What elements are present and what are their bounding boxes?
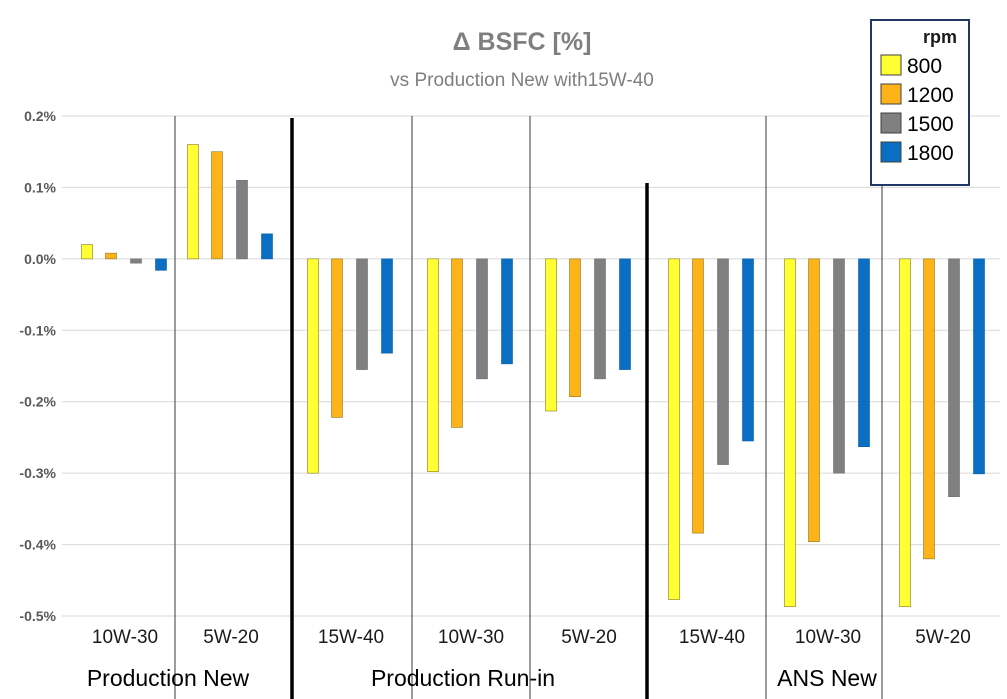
legend-swatch-800 xyxy=(880,54,902,76)
bar-1200-1 xyxy=(211,151,223,260)
legend-swatch-1800 xyxy=(880,141,902,163)
group-label: ANS New xyxy=(777,665,877,691)
bar-1500-4 xyxy=(594,258,606,380)
legend-label-1200: 1200 xyxy=(907,84,954,107)
bar-1800-3 xyxy=(501,258,513,365)
legend-label-1500: 1500 xyxy=(907,113,954,136)
category-label: 10W-30 xyxy=(92,627,158,648)
legend-swatch-1500 xyxy=(880,112,902,134)
bar-1800-6 xyxy=(858,258,870,448)
y-axis-ticks: 0.2% 0.1% 0.0% -0.1% -0.2% -0.3% -0.4% -0.5% xyxy=(19,108,56,624)
legend-label-1800: 1800 xyxy=(907,142,954,165)
bar-800-6 xyxy=(784,258,796,608)
category-label: 5W-20 xyxy=(915,627,971,648)
bar-1500-1 xyxy=(236,179,248,260)
bar-1800-1 xyxy=(261,233,273,260)
bar-1200-2 xyxy=(331,258,343,418)
category-label: 10W-30 xyxy=(438,627,504,648)
category-label: 15W-40 xyxy=(318,627,384,648)
bars xyxy=(81,144,985,608)
bar-800-0 xyxy=(81,244,93,260)
category-label: 5W-20 xyxy=(203,627,259,648)
bar-1800-2 xyxy=(381,258,393,354)
y-tick-label: -0.3% xyxy=(19,465,56,481)
bar-1200-3 xyxy=(451,258,463,428)
y-tick-label: 0.1% xyxy=(24,179,56,195)
category-label: 15W-40 xyxy=(679,627,745,648)
chart-title: Δ BSFC [%] xyxy=(453,28,592,56)
bar-1500-7 xyxy=(948,258,960,498)
category-labels: 10W-30 5W-20 15W-40 10W-30 5W-20 15W-40 10W-30… xyxy=(92,627,971,648)
bar-1500-5 xyxy=(717,258,729,465)
bar-1200-6 xyxy=(808,258,820,543)
group-labels: Production New Production Run-in ANS New xyxy=(87,665,877,691)
y-tick-label: -0.5% xyxy=(19,608,56,624)
bar-1800-5 xyxy=(742,258,754,442)
legend-label-800: 800 xyxy=(907,55,942,78)
bar-1200-0 xyxy=(105,252,117,260)
y-tick-label: -0.1% xyxy=(19,322,56,338)
group-label: Production Run-in xyxy=(371,665,555,691)
bar-1800-0 xyxy=(155,258,167,271)
bar-1500-6 xyxy=(833,258,845,474)
bar-1800-4 xyxy=(619,258,631,370)
category-separators xyxy=(174,116,883,699)
y-tick-label: -0.2% xyxy=(19,394,56,410)
bar-1800-7 xyxy=(973,258,985,475)
bar-1500-3 xyxy=(476,258,488,380)
chart-subtitle: vs Production New with15W-40 xyxy=(390,70,654,91)
bar-1200-5 xyxy=(692,258,704,534)
bar-800-1 xyxy=(187,144,199,260)
bar-800-7 xyxy=(899,258,911,608)
legend-swatch-1200 xyxy=(880,83,902,105)
bar-800-3 xyxy=(427,258,439,473)
bar-800-4 xyxy=(545,258,557,412)
group-label: Production New xyxy=(87,665,250,691)
bar-1500-2 xyxy=(356,258,368,370)
category-label: 5W-20 xyxy=(561,627,617,648)
y-tick-label: -0.4% xyxy=(19,537,56,553)
bar-1200-7 xyxy=(923,258,935,560)
bar-800-2 xyxy=(307,258,319,474)
y-tick-label: 0.2% xyxy=(24,108,56,124)
y-tick-label: 0.0% xyxy=(24,251,56,267)
category-label: 10W-30 xyxy=(795,627,861,648)
bar-800-5 xyxy=(668,258,680,600)
legend: rpm 800 1200 1500 1800 xyxy=(870,19,970,186)
legend-title: rpm xyxy=(923,27,957,47)
bar-1500-0 xyxy=(130,258,142,264)
bar-1200-4 xyxy=(569,258,581,398)
